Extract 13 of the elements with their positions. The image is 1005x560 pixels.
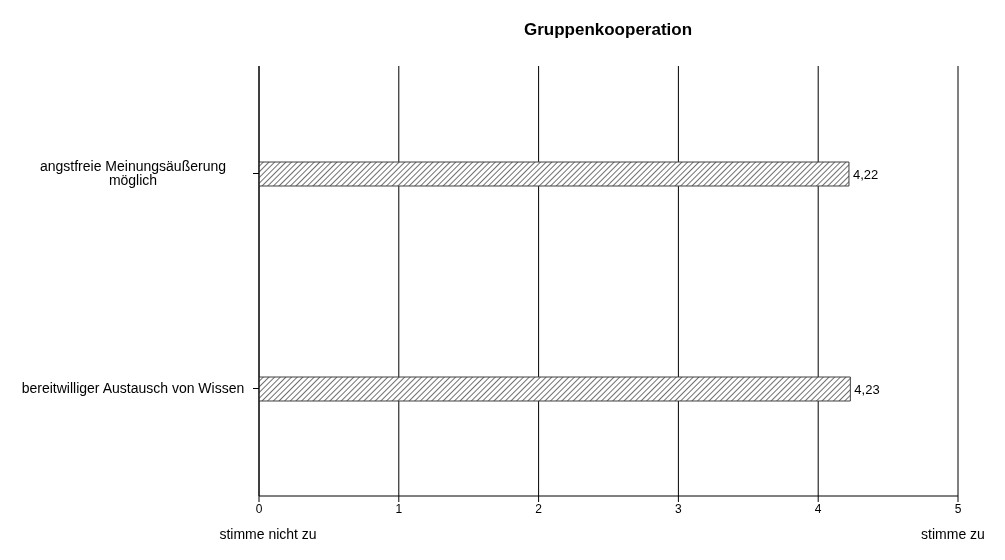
data-label: 4,23	[854, 381, 880, 397]
x-tick-label: 3	[675, 501, 683, 516]
y-tick-label: bereitwilliger Austausch von Wissen	[21, 380, 245, 397]
x-tick-label: 0	[255, 501, 263, 516]
text: stimme zu	[920, 526, 986, 542]
text: stimme nicht zu	[218, 526, 318, 542]
x-tick-label: 1	[395, 501, 403, 516]
x-tick-label: 2	[535, 501, 543, 516]
chart-title: Gruppenkooperation	[522, 20, 694, 40]
y-tick-label: angstfreie Meinungsäußerung möglich	[39, 158, 227, 189]
data-label: 4,22	[852, 166, 879, 182]
x-tick-label: 4	[814, 501, 822, 516]
x-tick-label: 5	[954, 501, 962, 516]
